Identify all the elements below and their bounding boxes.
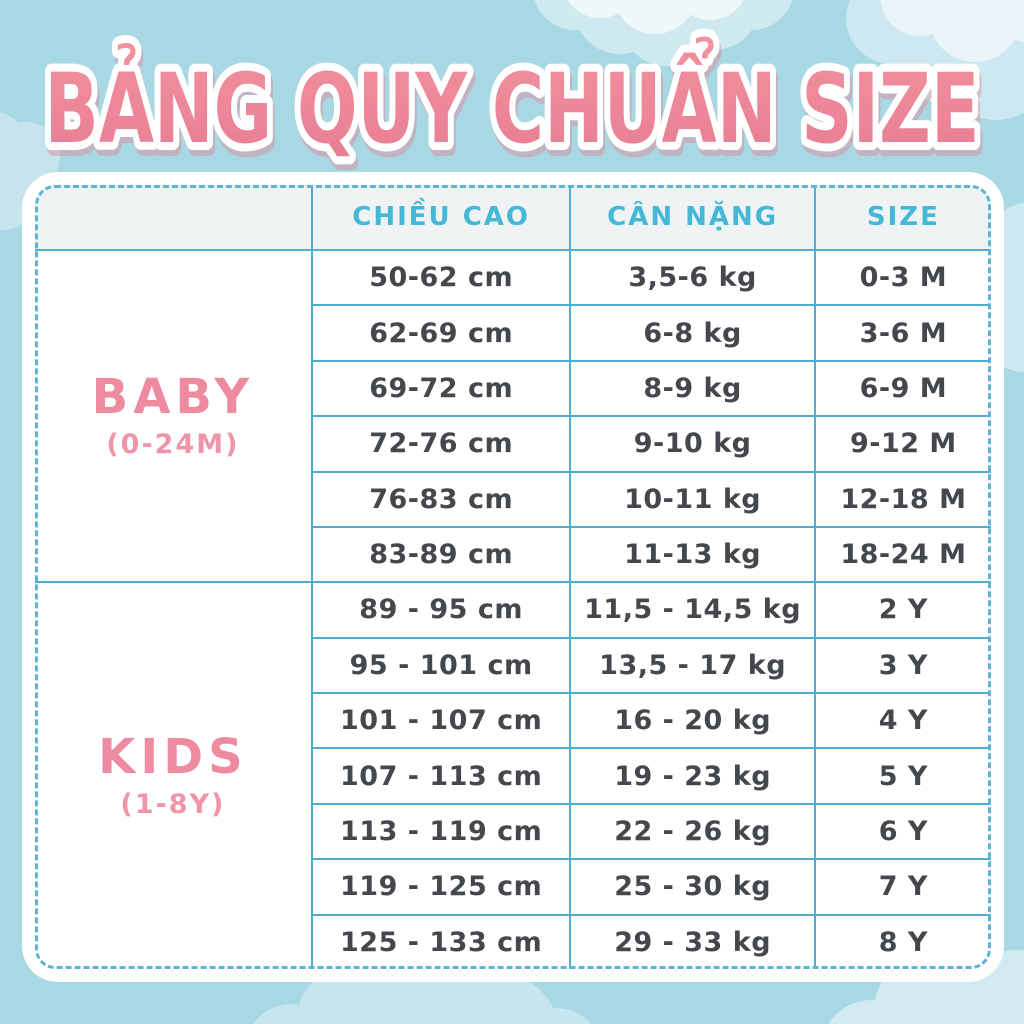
group-range: (0-24M) xyxy=(106,428,240,460)
height-cell: 62-69 cm xyxy=(310,304,572,362)
size-cell: 4 Y xyxy=(813,691,991,750)
height-cell: 76-83 cm xyxy=(310,470,572,528)
table-row: 83-89 cm 11-13 kg 18-24 M xyxy=(35,525,991,584)
weight-cell: 10-11 kg xyxy=(569,470,816,528)
table-row: 76-83 cm 10-11 kg 12-18 M xyxy=(35,470,991,528)
size-cell: 6 Y xyxy=(813,802,991,861)
height-cell: 69-72 cm xyxy=(310,359,572,418)
size-chart-card: CHIỀU CAO CÂN NẶNG SIZE BABY (0-24M) 50-… xyxy=(22,172,1004,982)
size-cell: 9-12 M xyxy=(813,415,991,473)
table-row: 69-72 cm 8-9 kg 6-9 M xyxy=(35,359,991,418)
weight-cell: 11,5 - 14,5 kg xyxy=(569,581,816,639)
size-cell: 7 Y xyxy=(813,858,991,916)
table-row: 101 - 107 cm 16 - 20 kg 4 Y xyxy=(35,691,991,750)
weight-cell: 9-10 kg xyxy=(569,415,816,473)
size-cell: 5 Y xyxy=(813,747,991,805)
table-row: 113 - 119 cm 22 - 26 kg 6 Y xyxy=(35,802,991,861)
table-row: 125 - 133 cm 29 - 33 kg 8 Y xyxy=(35,913,991,969)
weight-cell: 6-8 kg xyxy=(569,304,816,362)
weight-cell: 16 - 20 kg xyxy=(569,691,816,750)
group-name: KIDS xyxy=(98,729,248,786)
height-cell: 89 - 95 cm xyxy=(310,581,572,639)
weight-cell: 11-13 kg xyxy=(569,525,816,584)
weight-cell: 8-9 kg xyxy=(569,359,816,418)
table-row: 95 - 101 cm 13,5 - 17 kg 3 Y xyxy=(35,636,991,695)
weight-cell: 3,5-6 kg xyxy=(569,248,816,307)
height-cell: 107 - 113 cm xyxy=(310,747,572,805)
table-row: 119 - 125 cm 25 - 30 kg 7 Y xyxy=(35,858,991,916)
height-cell: 95 - 101 cm xyxy=(310,636,572,695)
header-size: SIZE xyxy=(813,185,991,251)
size-cell: 2 Y xyxy=(813,581,991,639)
group-range: (1-8Y) xyxy=(120,788,226,820)
height-cell: 101 - 107 cm xyxy=(310,691,572,750)
weight-cell: 29 - 33 kg xyxy=(569,913,816,969)
size-cell: 3 Y xyxy=(813,636,991,695)
height-cell: 72-76 cm xyxy=(310,415,572,473)
weight-cell: 13,5 - 17 kg xyxy=(569,636,816,695)
group-label-baby: BABY (0-24M) xyxy=(35,248,313,584)
table-header-row: CHIỀU CAO CÂN NẶNG SIZE xyxy=(35,185,991,251)
table-row: 72-76 cm 9-10 kg 9-12 M xyxy=(35,415,991,473)
size-cell: 0-3 M xyxy=(813,248,991,307)
size-cell: 3-6 M xyxy=(813,304,991,362)
size-table: CHIỀU CAO CÂN NẶNG SIZE BABY (0-24M) 50-… xyxy=(35,185,991,969)
height-cell: 83-89 cm xyxy=(310,525,572,584)
weight-cell: 25 - 30 kg xyxy=(569,858,816,916)
cloud-icon xyxy=(567,0,744,34)
corner-cell xyxy=(35,185,313,251)
size-cell: 8 Y xyxy=(813,913,991,969)
header-weight: CÂN NẶNG xyxy=(569,185,816,251)
cloud-icon xyxy=(880,0,1024,62)
weight-cell: 19 - 23 kg xyxy=(569,747,816,805)
table-row: KIDS (1-8Y) 89 - 95 cm 11,5 - 14,5 kg 2 … xyxy=(35,581,991,969)
weight-cell: 22 - 26 kg xyxy=(569,802,816,861)
size-cell: 12-18 M xyxy=(813,470,991,528)
table-row: 107 - 113 cm 19 - 23 kg 5 Y xyxy=(35,747,991,805)
size-cell: 6-9 M xyxy=(813,359,991,418)
table-row: BABY (0-24M) 50-62 cm 3,5-6 kg 0-3 M xyxy=(35,248,991,584)
cloud-icon xyxy=(0,112,60,230)
height-cell: 50-62 cm xyxy=(310,248,572,307)
title-text: BẢNG QUY CHUẨN SIZE xyxy=(45,36,980,165)
header-height: CHIỀU CAO xyxy=(310,185,572,251)
size-cell: 18-24 M xyxy=(813,525,991,584)
table-row: 62-69 cm 6-8 kg 3-6 M xyxy=(35,304,991,362)
height-cell: 125 - 133 cm xyxy=(310,913,572,969)
page-title: BẢNG QUY CHUẨN SIZE xyxy=(0,22,1024,178)
group-label-kids: KIDS (1-8Y) xyxy=(35,581,313,969)
height-cell: 113 - 119 cm xyxy=(310,802,572,861)
group-name: BABY xyxy=(91,369,255,426)
height-cell: 119 - 125 cm xyxy=(310,858,572,916)
